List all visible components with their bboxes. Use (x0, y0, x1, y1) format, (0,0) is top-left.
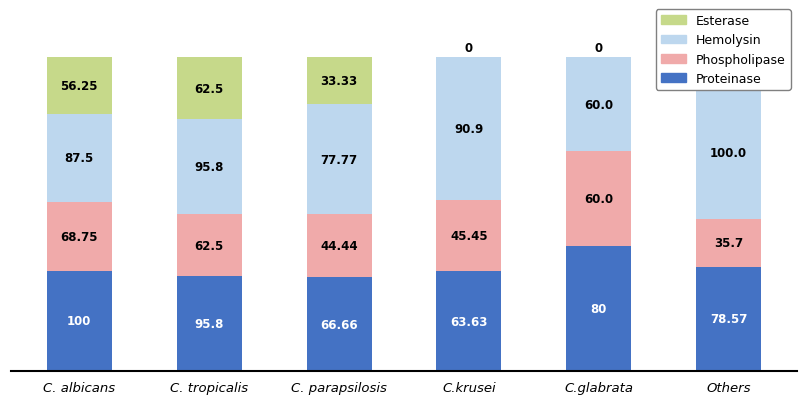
Text: 35.7: 35.7 (714, 237, 743, 249)
Bar (696, 220, 761, 267)
Text: 44.44: 44.44 (320, 239, 358, 252)
Text: 21.42: 21.42 (710, 66, 747, 79)
Text: 62.5: 62.5 (195, 83, 224, 96)
Text: 0: 0 (465, 42, 473, 55)
Legend: Esterase, Hemolysin, Phospholipase, Proteinase: Esterase, Hemolysin, Phospholipase, Prot… (656, 10, 791, 91)
Bar (47, 58, 112, 115)
Text: 78.57: 78.57 (710, 313, 747, 326)
Bar (306, 277, 372, 371)
Text: 80: 80 (591, 302, 607, 315)
Bar (177, 277, 242, 371)
Text: 60.0: 60.0 (584, 98, 613, 111)
Bar (47, 202, 112, 271)
Bar (436, 272, 502, 371)
Bar (696, 87, 761, 220)
Bar (696, 58, 761, 87)
Text: 60.0: 60.0 (584, 192, 613, 205)
Bar (436, 200, 502, 272)
Bar (306, 58, 372, 105)
Bar (177, 215, 242, 277)
Text: 77.77: 77.77 (321, 153, 358, 166)
Text: 95.8: 95.8 (195, 318, 224, 330)
Text: 66.66: 66.66 (320, 318, 358, 331)
Bar (177, 58, 242, 120)
Text: 100.0: 100.0 (710, 147, 747, 160)
Bar (47, 271, 112, 371)
Bar (177, 120, 242, 215)
Bar (566, 152, 631, 246)
Text: 45.45: 45.45 (450, 230, 488, 243)
Bar (436, 58, 502, 200)
Bar (306, 105, 372, 215)
Text: 87.5: 87.5 (65, 152, 94, 165)
Text: 0: 0 (595, 42, 603, 55)
Bar (696, 267, 761, 371)
Bar (566, 58, 631, 152)
Text: 62.5: 62.5 (195, 239, 224, 252)
Text: 95.8: 95.8 (195, 161, 224, 174)
Bar (47, 115, 112, 202)
Bar (306, 215, 372, 277)
Text: 56.25: 56.25 (61, 80, 98, 93)
Text: 63.63: 63.63 (450, 315, 487, 328)
Bar (566, 246, 631, 371)
Text: 33.33: 33.33 (321, 75, 358, 88)
Text: 100: 100 (67, 315, 91, 328)
Text: 68.75: 68.75 (61, 230, 98, 243)
Text: 90.9: 90.9 (454, 123, 483, 136)
